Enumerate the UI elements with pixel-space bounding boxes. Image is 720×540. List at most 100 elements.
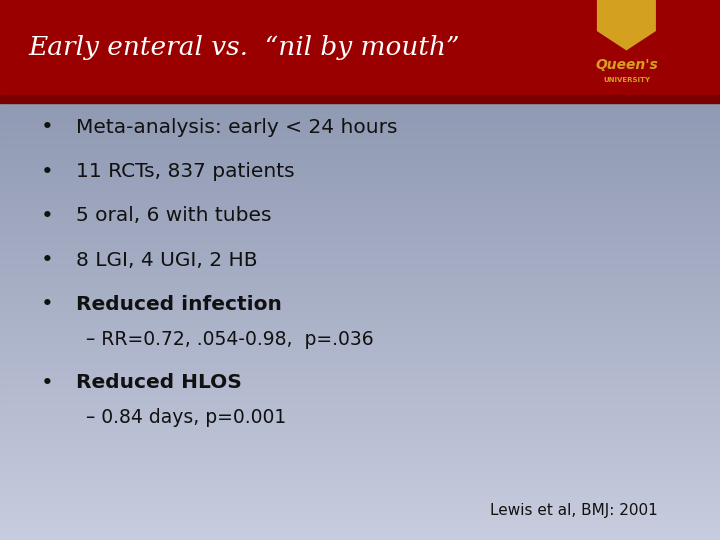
Bar [0,155,720,157]
Bar [0,407,720,409]
Bar [0,498,720,501]
Bar [0,266,720,268]
Bar [0,258,720,260]
Bar [0,188,720,191]
Bar [0,496,720,498]
Bar [0,197,720,199]
Bar [0,315,720,317]
Bar [0,181,720,183]
Bar [0,277,720,279]
Text: Queen's: Queen's [595,58,658,72]
Text: – RR=0.72, .054-0.98,  p=.036: – RR=0.72, .054-0.98, p=.036 [86,330,374,349]
Bar [0,417,720,419]
Text: •: • [40,206,53,226]
Bar [0,314,720,316]
Bar [0,465,720,467]
Bar [0,448,720,450]
Bar [0,116,720,118]
Bar [0,475,720,477]
Bar [0,302,720,304]
Bar [0,254,720,256]
Bar [0,522,720,524]
Text: 11 RCTs, 837 patients: 11 RCTs, 837 patients [76,162,294,181]
Bar [0,467,720,469]
Bar [0,270,720,272]
Bar [0,353,720,355]
Bar [0,280,720,282]
Bar [0,335,720,338]
Bar [0,104,720,106]
Bar [0,474,720,476]
Text: UNIVERSITY: UNIVERSITY [603,77,650,83]
Bar [0,298,720,300]
Bar [0,195,720,198]
Bar [0,137,720,139]
Bar [0,251,720,253]
Bar [0,306,720,308]
Bar [0,337,720,339]
Bar [0,310,720,313]
Bar [0,424,720,427]
Bar [0,461,720,463]
Bar [0,130,720,132]
Bar [0,286,720,288]
Bar [0,489,720,490]
Bar [0,383,720,386]
Bar [0,142,720,144]
Bar [0,162,720,164]
Bar [0,224,720,225]
Bar [0,398,720,400]
Bar [0,443,720,446]
Text: 8 LGI, 4 UGI, 2 HB: 8 LGI, 4 UGI, 2 HB [76,251,257,269]
Bar [0,341,720,343]
Bar [0,349,720,350]
Bar [0,279,720,281]
Text: Reduced infection: Reduced infection [76,295,282,314]
Bar [0,95,720,103]
Bar [0,460,720,461]
Bar [0,234,720,235]
Bar [0,452,720,454]
Bar [0,322,720,325]
Bar [0,305,720,307]
Bar [0,454,720,456]
Bar [0,205,720,206]
Bar [0,159,720,161]
Bar [0,291,720,292]
Bar [0,528,720,530]
Bar [0,191,720,193]
Text: •: • [40,373,53,393]
Bar [0,264,720,266]
Bar [0,114,720,116]
Bar [0,449,720,451]
Text: •: • [40,294,53,314]
Bar [0,244,720,246]
Bar [0,354,720,356]
Bar [0,176,720,177]
Bar [0,229,720,231]
Text: •: • [40,161,53,181]
Text: •: • [40,250,53,270]
Bar [0,152,720,154]
Bar [0,352,720,354]
Bar [0,147,720,150]
Bar [0,293,720,295]
Bar [0,413,720,415]
Bar [0,437,720,440]
Bar [0,339,720,340]
Bar [0,207,720,210]
Bar [0,172,720,174]
Bar [0,373,720,375]
Bar [0,458,720,460]
Bar [0,406,720,408]
Bar [0,515,720,517]
Bar [0,350,720,352]
Bar [0,132,720,133]
Bar [0,145,720,147]
Bar [0,127,720,129]
Bar [0,273,720,275]
Bar [0,136,720,138]
Bar [0,493,720,495]
Bar [0,201,720,204]
Bar [0,226,720,228]
